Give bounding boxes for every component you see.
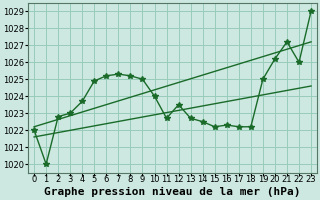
X-axis label: Graphe pression niveau de la mer (hPa): Graphe pression niveau de la mer (hPa) [44,187,301,197]
